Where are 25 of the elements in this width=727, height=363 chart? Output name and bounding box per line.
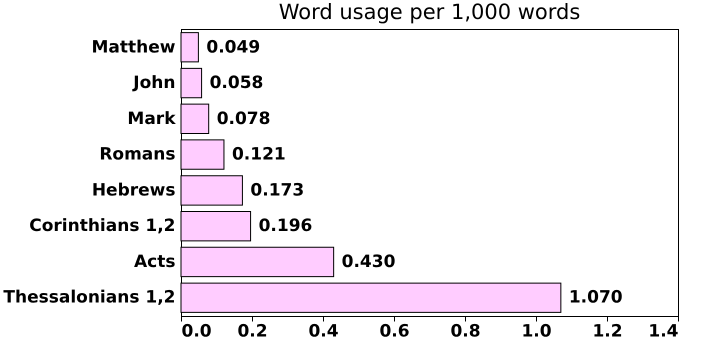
y-tick-label: Hebrews [92, 180, 176, 200]
data-label: 0.058 [210, 73, 264, 94]
x-tick-label: 0.8 [450, 322, 481, 342]
chart-title: Word usage per 1,000 words [278, 0, 580, 24]
data-label: 0.121 [232, 144, 286, 165]
data-label: 0.078 [216, 108, 270, 129]
y-tick-label: Acts [134, 252, 176, 272]
data-label: 0.173 [250, 180, 304, 200]
data-label: 0.049 [206, 37, 260, 58]
x-tick-label: 1.2 [592, 322, 623, 342]
data-label: 0.430 [342, 252, 396, 272]
y-tick-label: Romans [99, 144, 176, 165]
x-tick-label: 0.0 [182, 322, 212, 342]
y-tick-label: Corinthians 1,2 [29, 216, 176, 236]
x-tick-label: 1.0 [521, 322, 552, 342]
data-label: 1.070 [568, 288, 623, 308]
x-tick-label: 0.6 [379, 322, 410, 342]
data-label: 0.196 [258, 216, 312, 236]
x-tick-label: 0.4 [308, 322, 339, 342]
x-tick-label: 1.4 [648, 322, 679, 342]
x-tick-label: 0.2 [237, 322, 268, 342]
y-tick-label: Thessalonians 1,2 [3, 288, 176, 308]
y-tick-label: John [132, 73, 176, 94]
y-tick-label: Matthew [92, 37, 176, 58]
y-tick-label: Mark [127, 108, 176, 129]
